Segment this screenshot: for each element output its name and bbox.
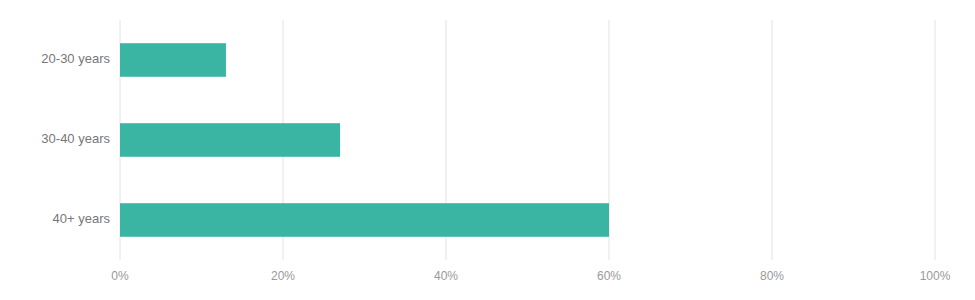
grid-line: [935, 20, 936, 260]
chart-container: 0% 20% 40% 60% 80% 100% 20-30 years 30-40 years…: [0, 0, 975, 300]
x-tick-label: 0%: [111, 269, 129, 283]
chart-svg: 0% 20% 40% 60% 80% 100% 20-30 years 30-40 years…: [0, 0, 975, 300]
y-axis: 20-30 years 30-40 years 40+ years: [41, 51, 110, 226]
x-tick-label: 20%: [271, 269, 295, 283]
bar: [120, 123, 340, 157]
x-grid: [120, 20, 935, 260]
category-label: 40+ years: [53, 211, 111, 226]
x-tick-label: 60%: [597, 269, 621, 283]
x-axis: 0% 20% 40% 60% 80% 100%: [111, 269, 950, 283]
grid-line: [772, 20, 773, 260]
category-label: 30-40 years: [41, 131, 110, 146]
bar: [120, 203, 609, 237]
category-label: 20-30 years: [41, 51, 110, 66]
bars: [120, 43, 609, 237]
bar: [120, 43, 226, 77]
x-tick-label: 40%: [434, 269, 458, 283]
x-tick-label: 80%: [760, 269, 784, 283]
x-tick-label: 100%: [920, 269, 951, 283]
